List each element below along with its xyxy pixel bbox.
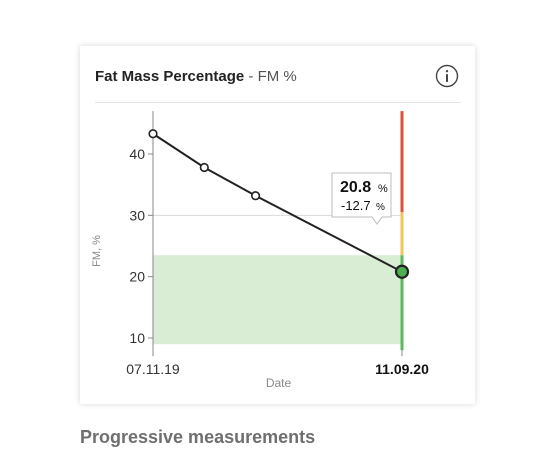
- x-tick-label: 11.09.20: [375, 361, 429, 377]
- fm-points: [148, 129, 410, 279]
- chart-title: Fat Mass Percentage: [95, 68, 245, 85]
- fm-series-line: [152, 132, 403, 273]
- tooltip-value-unit: %: [378, 183, 388, 195]
- target-range-band: [153, 255, 402, 345]
- x-axis-label: Date: [266, 376, 292, 390]
- info-icon[interactable]: [435, 64, 459, 88]
- chart-unit-suffix: - FM %: [244, 68, 297, 85]
- tooltip-delta: -12.7: [341, 198, 371, 213]
- tooltip-delta-unit: %: [376, 202, 385, 213]
- title-divider: [95, 102, 461, 103]
- tooltip-value: 20.8: [340, 179, 371, 196]
- chart-card: Fat Mass Percentage - FM % 10 20 30 40 07.1…: [80, 46, 475, 404]
- x-tick-label: 07.11.19: [126, 361, 180, 377]
- y-axis-label: FM, %: [91, 235, 103, 267]
- y-tick-label: 30: [129, 207, 145, 223]
- page-caption: Progressive measurements: [80, 427, 316, 447]
- card-title: Fat Mass Percentage - FM %: [95, 68, 297, 85]
- x-ticks: 07.11.19 11.09.20: [126, 350, 429, 377]
- tooltip-box: [331, 172, 392, 225]
- data-point[interactable]: [148, 129, 158, 139]
- data-point-current[interactable]: [394, 264, 410, 279]
- y-tick-label: 40: [129, 146, 145, 162]
- fm-chart: 10 20 30 40 07.11.19 11.09.20 FM, % Date 20.…: [91, 111, 429, 390]
- value-tooltip: 20.8 % -12.7 %: [331, 172, 392, 225]
- y-tick-label: 10: [129, 330, 145, 346]
- y-ticks: 10 20 30 40: [129, 146, 153, 346]
- data-point[interactable]: [250, 191, 261, 201]
- y-tick-label: 20: [129, 269, 145, 285]
- data-point[interactable]: [199, 162, 209, 173]
